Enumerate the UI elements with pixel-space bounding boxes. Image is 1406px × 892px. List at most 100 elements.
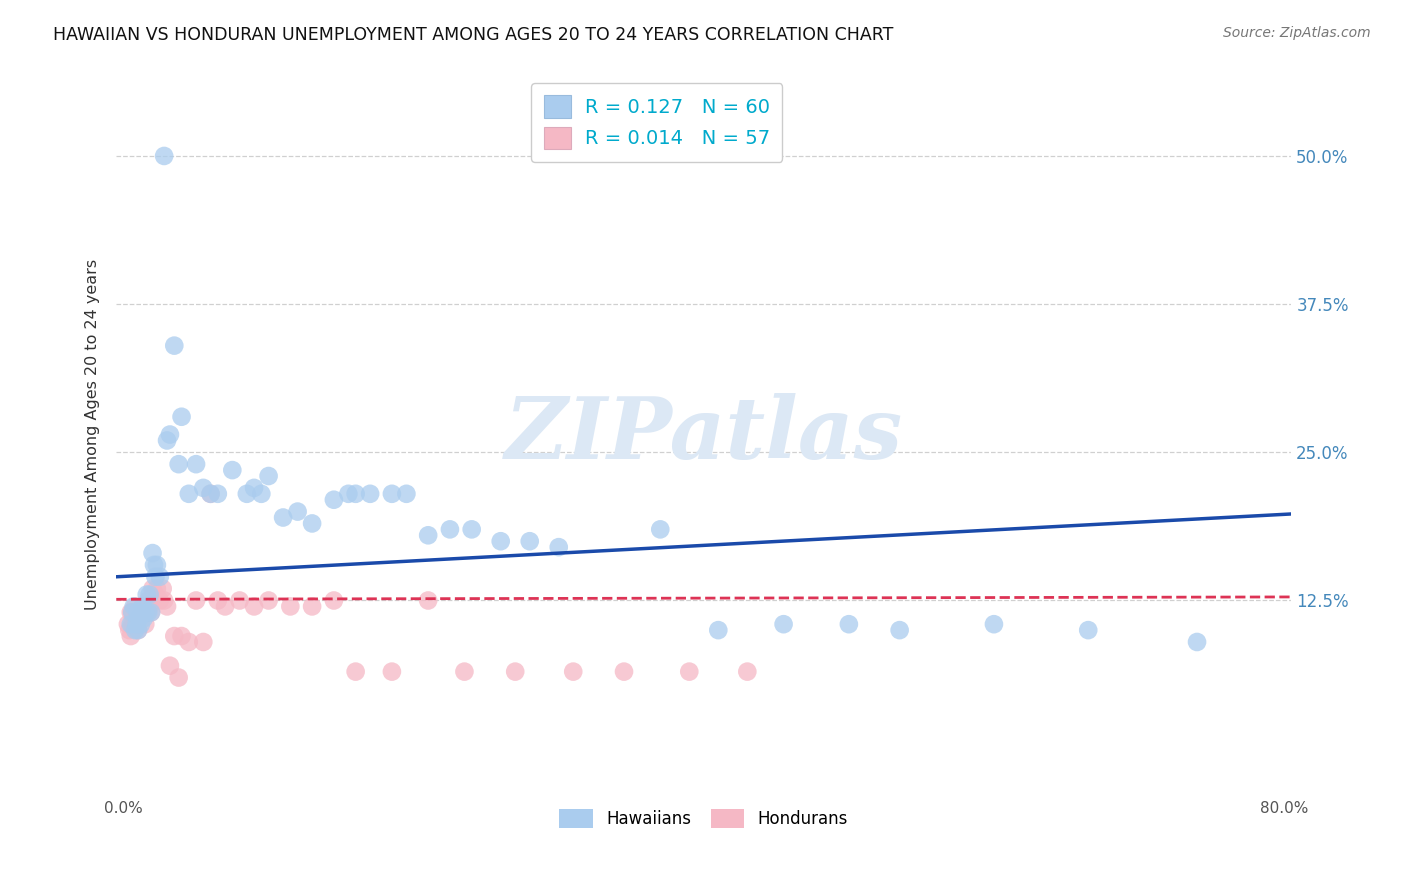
Point	[129, 617, 152, 632]
Point	[138, 599, 160, 614]
Point	[322, 492, 344, 507]
Point	[145, 570, 167, 584]
Point	[214, 599, 236, 614]
Point	[146, 582, 169, 596]
Point	[243, 481, 266, 495]
Point	[177, 487, 200, 501]
Point	[152, 582, 174, 596]
Point	[167, 671, 190, 685]
Point	[737, 665, 759, 679]
Point	[132, 605, 155, 619]
Point	[177, 635, 200, 649]
Point	[163, 338, 186, 352]
Point	[143, 558, 166, 572]
Point	[131, 599, 153, 614]
Point	[125, 611, 148, 625]
Point	[141, 546, 163, 560]
Point	[193, 481, 215, 495]
Point	[200, 487, 222, 501]
Point	[127, 623, 149, 637]
Point	[287, 505, 309, 519]
Point	[129, 605, 152, 619]
Point	[120, 605, 142, 619]
Legend: Hawaiians, Hondurans: Hawaiians, Hondurans	[553, 802, 855, 835]
Point	[678, 665, 700, 679]
Point	[134, 617, 156, 632]
Point	[228, 593, 250, 607]
Point	[337, 487, 360, 501]
Point	[139, 605, 162, 619]
Point	[200, 487, 222, 501]
Point	[1077, 623, 1099, 637]
Point	[138, 588, 160, 602]
Point	[418, 528, 440, 542]
Point	[124, 617, 146, 632]
Point	[418, 593, 440, 607]
Point	[301, 516, 323, 531]
Point	[838, 617, 860, 632]
Point	[207, 593, 229, 607]
Point	[118, 623, 141, 637]
Point	[122, 605, 145, 619]
Point	[125, 617, 148, 632]
Point	[136, 605, 159, 619]
Point	[395, 487, 418, 501]
Point	[153, 593, 176, 607]
Point	[236, 487, 259, 501]
Point	[127, 605, 149, 619]
Point	[135, 605, 157, 619]
Point	[460, 522, 482, 536]
Point	[193, 635, 215, 649]
Point	[131, 605, 153, 619]
Point	[135, 588, 157, 602]
Text: Source: ZipAtlas.com: Source: ZipAtlas.com	[1223, 26, 1371, 40]
Point	[122, 599, 145, 614]
Y-axis label: Unemployment Among Ages 20 to 24 years: Unemployment Among Ages 20 to 24 years	[86, 259, 100, 610]
Point	[124, 599, 146, 614]
Point	[519, 534, 541, 549]
Point	[271, 510, 294, 524]
Point	[707, 623, 730, 637]
Point	[122, 617, 145, 632]
Point	[453, 665, 475, 679]
Point	[243, 599, 266, 614]
Point	[381, 665, 404, 679]
Point	[257, 593, 280, 607]
Point	[322, 593, 344, 607]
Point	[983, 617, 1005, 632]
Point	[145, 588, 167, 602]
Point	[120, 629, 142, 643]
Point	[141, 582, 163, 596]
Point	[120, 617, 142, 632]
Point	[159, 658, 181, 673]
Point	[124, 623, 146, 637]
Point	[149, 570, 172, 584]
Point	[159, 427, 181, 442]
Point	[207, 487, 229, 501]
Point	[136, 593, 159, 607]
Point	[117, 617, 139, 632]
Point	[170, 409, 193, 424]
Point	[128, 611, 150, 625]
Point	[156, 434, 179, 448]
Point	[121, 605, 143, 619]
Point	[503, 665, 526, 679]
Point	[344, 487, 367, 501]
Point	[143, 588, 166, 602]
Point	[121, 605, 143, 619]
Point	[1185, 635, 1208, 649]
Point	[184, 457, 207, 471]
Point	[889, 623, 911, 637]
Text: HAWAIIAN VS HONDURAN UNEMPLOYMENT AMONG AGES 20 TO 24 YEARS CORRELATION CHART: HAWAIIAN VS HONDURAN UNEMPLOYMENT AMONG …	[53, 26, 894, 44]
Point	[184, 593, 207, 607]
Point	[344, 665, 367, 679]
Text: ZIPatlas: ZIPatlas	[505, 392, 903, 476]
Point	[167, 457, 190, 471]
Point	[127, 623, 149, 637]
Point	[128, 611, 150, 625]
Point	[301, 599, 323, 614]
Point	[250, 487, 273, 501]
Point	[132, 611, 155, 625]
Point	[257, 469, 280, 483]
Point	[547, 540, 569, 554]
